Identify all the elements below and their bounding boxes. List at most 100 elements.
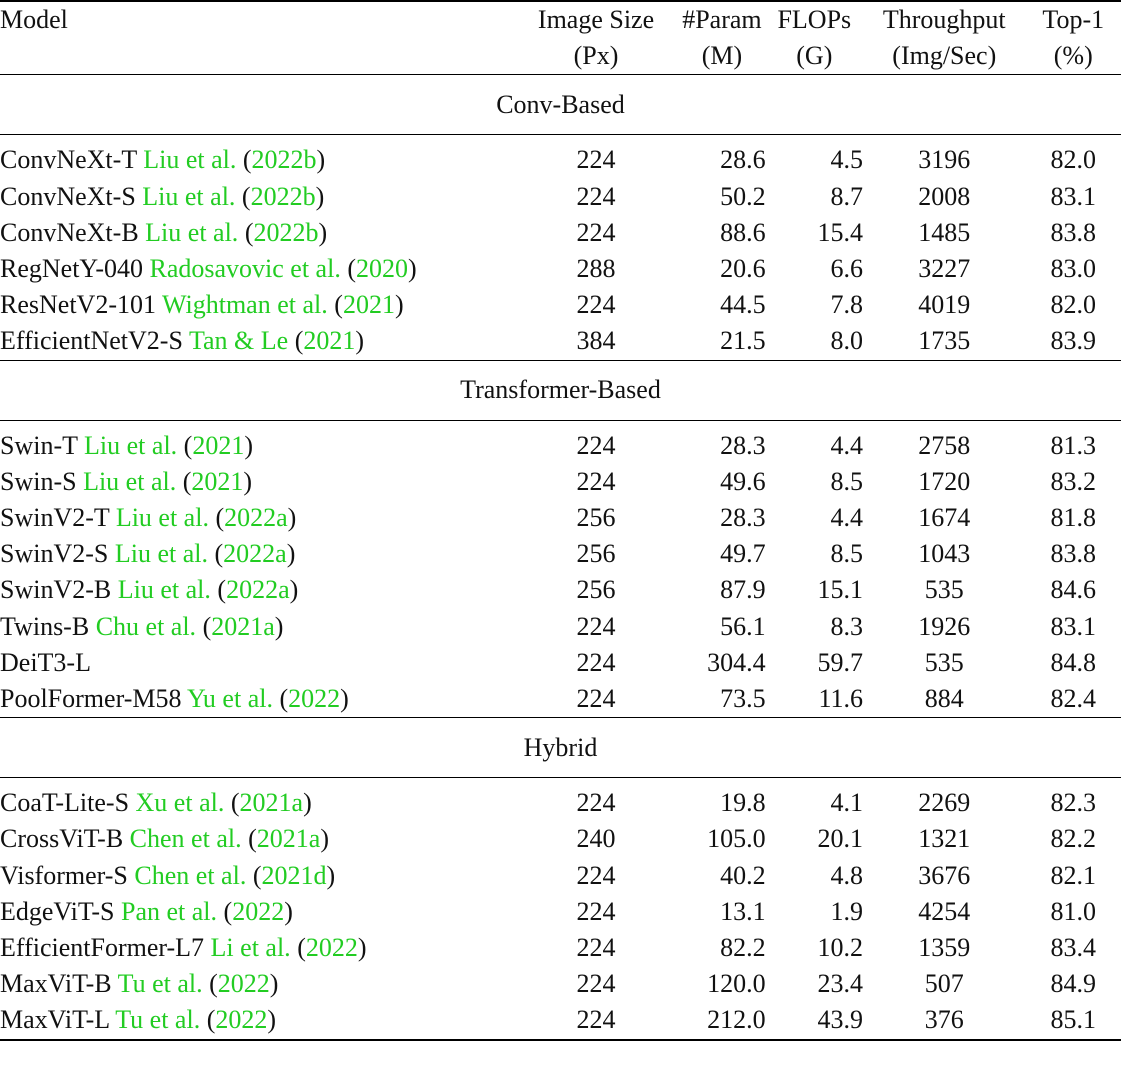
citation-year-link[interactable]: 2022 (217, 969, 270, 999)
top1-cell: 82.3 (1050, 788, 1097, 818)
citation-link[interactable]: Xu et al. (135, 788, 225, 818)
image-size-cell: 224 (576, 145, 616, 175)
model-cell: Swin-T Liu et al. (2021) (0, 430, 254, 460)
citation-year-link[interactable]: 2022b (253, 217, 319, 247)
top1-cell: 84.6 (1050, 575, 1097, 605)
throughput-cell: 3227 (918, 254, 971, 284)
param-cell: 120.0 (707, 969, 766, 999)
citation-year-link[interactable]: 2020 (356, 254, 408, 284)
citation-link[interactable]: Tan & Le (188, 326, 289, 356)
citation-year-link[interactable]: 2021a (239, 788, 304, 818)
model-name: Visformer-S (0, 860, 128, 890)
citation-year-link[interactable]: 2022a (223, 539, 287, 569)
citation-year-link[interactable]: 2022a (224, 503, 288, 533)
flops-cell: 8.5 (830, 466, 864, 496)
param-cell: 88.6 (720, 217, 766, 247)
flops-cell: 4.4 (830, 430, 864, 460)
citation-link[interactable]: Liu et al. (115, 503, 209, 533)
citation-year-link[interactable]: 2022a (226, 575, 290, 605)
model-cell: MaxViT-B Tu et al. (2022) (0, 969, 279, 999)
citation-link[interactable]: Liu et al. (114, 539, 208, 569)
param-cell: 20.6 (720, 254, 766, 284)
param-cell: 19.8 (720, 788, 766, 818)
citation-link[interactable]: Liu et al. (84, 430, 178, 460)
top1-cell: 82.1 (1050, 860, 1097, 890)
table-row: MaxViT-B Tu et al. (2022) 224 120.0 23.4 507… (0, 966, 1121, 1002)
model-cell: ConvNeXt-T Liu et al. (2022b) (0, 145, 326, 175)
header-flops-unit: (G) (796, 41, 833, 71)
citation-link[interactable]: Liu et al. (145, 217, 239, 247)
top1-cell: 83.2 (1050, 466, 1097, 496)
citation-link[interactable]: Wightman et al. (162, 290, 328, 320)
citation-link[interactable]: Chen et al. (134, 860, 247, 890)
model-cell: SwinV2-T Liu et al. (2022a) (0, 503, 297, 533)
citation-link[interactable]: Li et al. (210, 933, 291, 963)
citation-link[interactable]: Radosavovic et al. (149, 254, 341, 284)
table-row: ResNetV2-101 Wightman et al. (2021) 224 44… (0, 287, 1121, 323)
model-name: ConvNeXt-S (0, 181, 136, 211)
top1-cell: 83.8 (1050, 217, 1097, 247)
citation-link[interactable]: Chen et al. (129, 824, 242, 854)
model-name: SwinV2-B (0, 575, 112, 605)
citation-year-link[interactable]: 2022 (305, 933, 358, 963)
citation-link[interactable]: Tu et al. (117, 969, 203, 999)
citation-year-link[interactable]: 2021a (256, 824, 321, 854)
citation-year-link[interactable]: 2022b (251, 145, 317, 175)
citation-year-link[interactable]: 2021d (261, 860, 327, 890)
citation-year-link[interactable]: 2022b (250, 181, 316, 211)
param-cell: 40.2 (720, 860, 766, 890)
citation-year-link[interactable]: 2021 (192, 430, 245, 460)
model-name: ConvNeXt-T (0, 145, 137, 175)
image-size-cell: 224 (576, 933, 616, 963)
image-size-cell: 224 (576, 611, 616, 641)
section-header: Transformer-Based (0, 359, 1121, 421)
citation-link[interactable]: Chu et al. (95, 611, 197, 641)
model-cell: EdgeViT-S Pan et al. (2022) (0, 896, 293, 926)
model-name: EfficientFormer-L7 (0, 933, 205, 963)
top1-cell: 83.0 (1050, 254, 1097, 284)
table-row: SwinV2-S Liu et al. (2022a) 256 49.7 8.5 104… (0, 536, 1121, 572)
citation-year-link[interactable]: 2022 (215, 1005, 268, 1035)
citation-year-link[interactable]: 2022 (288, 684, 341, 714)
flops-cell: 4.1 (830, 788, 864, 818)
image-size-cell: 240 (576, 824, 616, 854)
citation-link[interactable]: Tu et al. (115, 1005, 201, 1035)
param-cell: 82.2 (720, 933, 766, 963)
citation-year-link[interactable]: 2021a (211, 611, 275, 641)
citation-link[interactable]: Liu et al. (142, 181, 236, 211)
header-image-size-unit: (Px) (573, 41, 619, 71)
param-cell: 21.5 (720, 326, 766, 356)
citation-link[interactable]: Pan et al. (120, 896, 218, 926)
citation-year-link[interactable]: 2021 (191, 466, 244, 496)
param-cell: 212.0 (678, 1002, 766, 1041)
section-title: Conv-Based (0, 74, 1121, 136)
throughput-cell: 1926 (918, 611, 971, 641)
image-size-cell: 256 (576, 503, 616, 533)
model-name: CrossViT-B (0, 824, 124, 854)
model-name: EdgeViT-S (0, 896, 115, 926)
model-name: ConvNeXt-B (0, 217, 139, 247)
model-cell: EfficientFormer-L7 Li et al. (2022) (0, 933, 367, 963)
citation-year-link[interactable]: 2022 (232, 896, 285, 926)
flops-cell: 4.8 (830, 860, 864, 890)
citation-link[interactable]: Liu et al. (117, 575, 211, 605)
section-title: Hybrid (0, 717, 1121, 779)
section-spacer-cell (0, 420, 1121, 428)
image-size-cell: 256 (576, 575, 616, 605)
flops-cell: 23.4 (817, 969, 864, 999)
section-spacer (0, 778, 1121, 786)
throughput-cell: 4019 (918, 290, 971, 320)
top1-cell: 81.0 (1050, 896, 1097, 926)
citation-link[interactable]: Yu et al. (187, 684, 273, 714)
top1-cell: 81.3 (1050, 430, 1097, 460)
image-size-cell: 224 (576, 466, 616, 496)
citation-link[interactable]: Liu et al. (143, 145, 237, 175)
param-cell: 49.7 (720, 539, 766, 569)
citation-link[interactable]: Liu et al. (83, 466, 177, 496)
citation-year-link[interactable]: 2021 (303, 326, 356, 356)
table-row: Swin-S Liu et al. (2021) 224 49.6 8.5 1720 83… (0, 464, 1121, 500)
throughput-cell: 1485 (918, 217, 971, 247)
citation-year-link[interactable]: 2021 (342, 290, 395, 320)
header-top1: Top-1 (1025, 0, 1121, 39)
section-title: Transformer-Based (0, 359, 1121, 421)
